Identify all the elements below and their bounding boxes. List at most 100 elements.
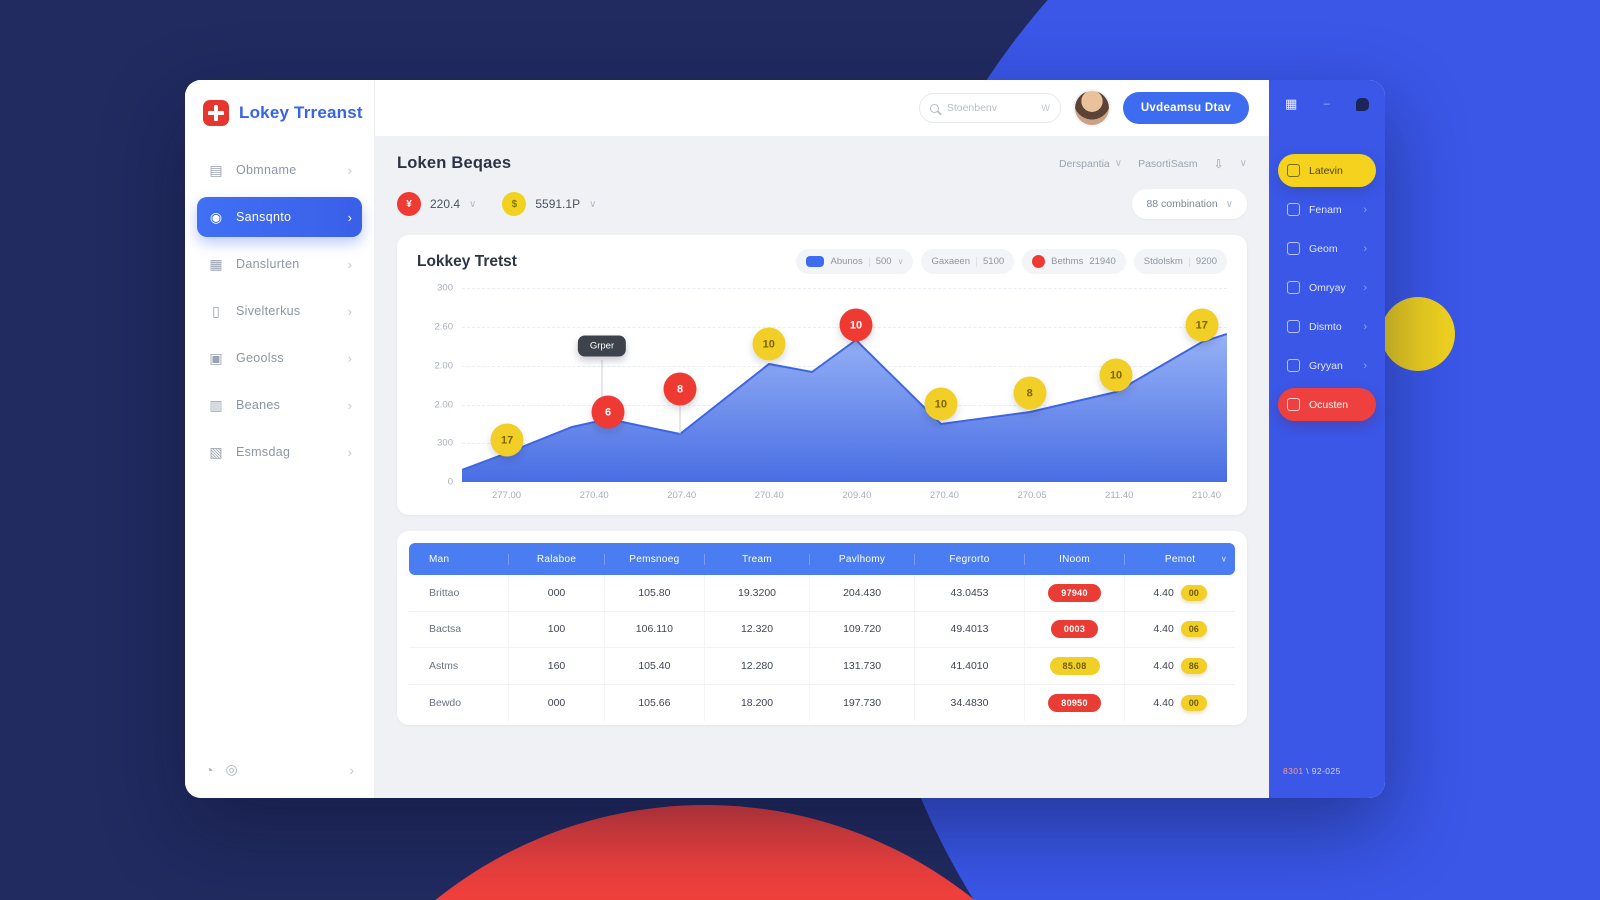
rail-item-omryay[interactable]: Omryay ›: [1278, 271, 1376, 304]
chevron-right-icon: ›: [1363, 242, 1367, 255]
globe-icon[interactable]: ◔: [205, 761, 214, 778]
chevron-right-icon[interactable]: ›: [349, 761, 354, 778]
column-header[interactable]: Tream: [705, 553, 811, 565]
mini-badge: 00: [1180, 584, 1207, 601]
data-point-bubble[interactable]: 10: [1099, 358, 1133, 392]
column-header[interactable]: Pavlhomy: [810, 553, 916, 565]
rail-item-ocusten[interactable]: Ocusten: [1278, 388, 1376, 421]
search-shortcut-hint: W: [1041, 103, 1050, 113]
folder-icon: ▧: [209, 443, 223, 460]
grid-icon[interactable]: ▦: [1285, 96, 1298, 111]
rail-footer-code-left: 8301: [1283, 766, 1304, 776]
filter-dropdown-2[interactable]: PasortiSasm: [1138, 158, 1198, 170]
rail-item-dismto[interactable]: Dismto ›: [1278, 310, 1376, 343]
data-point-bubble[interactable]: 6: [591, 395, 625, 429]
x-axis-tick: 210.40: [1191, 490, 1221, 501]
cell-value: 18.200: [705, 684, 811, 721]
search-input[interactable]: [946, 102, 1034, 114]
cell-value: 4.40: [1153, 696, 1174, 709]
status-badge: 85.08: [1049, 656, 1100, 675]
sidebar-item-esmsdag[interactable]: ▧ Esmsdag ›: [197, 432, 362, 472]
cell-value: 106.110: [605, 611, 706, 647]
chat-icon: [1287, 398, 1300, 411]
left-sidebar: Lokey Trreanst ▤ Obmname › ◉ Sansqnto › …: [185, 80, 375, 798]
cell-value: 49.4013: [915, 611, 1025, 647]
rail-item-label: Gryyan: [1309, 359, 1343, 372]
cell-name: Astms: [409, 648, 510, 684]
chevron-down-icon[interactable]: ∨: [1239, 158, 1247, 169]
legend-item-bethms[interactable]: Bethms 21940: [1022, 249, 1126, 274]
filter-dropdown-1[interactable]: Derspantia ∨: [1059, 158, 1122, 170]
chevron-right-icon: ›: [1363, 203, 1367, 216]
sidebar-item-beanes[interactable]: ▥ Beanes ›: [197, 385, 362, 425]
currency-icon-yellow: $: [502, 192, 527, 216]
mini-badge: 00: [1180, 694, 1207, 711]
notification-icon[interactable]: ◎: [225, 761, 238, 777]
area-chart: 300 2.60 2.00 2.00 300 0: [417, 283, 1227, 505]
currency-dropdown-1[interactable]: ¥ 220.4 ∨: [397, 192, 476, 216]
column-header[interactable]: Pemot ∨: [1164, 553, 1227, 565]
sidebar-item-danslurten[interactable]: ▦ Danslurten ›: [197, 244, 362, 284]
table-header-row: Man Ralaboe Pemsnoeg Tream Pavlhomy Fegr…: [409, 543, 1235, 575]
background-dot-yellow: [1381, 297, 1455, 371]
data-point-bubble[interactable]: 10: [839, 308, 873, 342]
minimize-icon[interactable]: –: [1323, 98, 1330, 110]
data-point-bubble[interactable]: 17: [1185, 308, 1219, 342]
rail-item-label: Ocusten: [1309, 398, 1349, 411]
y-axis-tick: 0: [447, 476, 453, 488]
chart-legend: Abunos 500 ∨ Gaxaeen 5100: [796, 249, 1227, 274]
cell-value: 197.730: [810, 684, 916, 721]
legend-label: Abunos: [830, 256, 863, 267]
table-row[interactable]: Brittao 000 105.80 19.3200 204.430 43.04…: [409, 575, 1235, 612]
data-point-bubble[interactable]: 10: [752, 327, 786, 361]
primary-action-button[interactable]: Uvdeamsu Dtav: [1122, 92, 1249, 124]
image-icon: [1287, 242, 1300, 255]
rail-item-geom[interactable]: Geom ›: [1278, 232, 1376, 265]
data-point-bubble[interactable]: 17: [490, 423, 524, 457]
column-header[interactable]: INoom: [1025, 553, 1126, 565]
x-axis-tick: 207.40: [667, 490, 697, 501]
table-row[interactable]: Bewdo 000 105.66 18.200 197.730 34.4830 …: [409, 684, 1235, 721]
currency-dropdown-2[interactable]: $ 5591.1P ∨: [502, 192, 596, 216]
sidebar-item-sivelterkus[interactable]: ▯ Sivelterkus ›: [197, 291, 362, 331]
legend-item-gaxaeen[interactable]: Gaxaeen 5100: [921, 249, 1015, 274]
column-header[interactable]: Pemsnoeg: [605, 553, 706, 565]
rail-item-latevin[interactable]: Latevin: [1278, 154, 1376, 187]
document-icon: [1287, 320, 1300, 333]
sidebar-item-label: Beanes: [236, 398, 281, 412]
page-filters: Derspantia ∨ PasortiSasm ⇩ ∨: [1059, 157, 1247, 171]
data-point-bubble[interactable]: 10: [924, 387, 958, 421]
theme-icon[interactable]: [1355, 97, 1369, 111]
mini-badge: 06: [1180, 621, 1207, 638]
sidebar-item-obmname[interactable]: ▤ Obmname ›: [197, 150, 362, 190]
legend-item-stdolskm[interactable]: Stdolskm 9200: [1133, 249, 1227, 274]
legend-label: Stdolskm: [1143, 256, 1183, 267]
app-window: Lokey Trreanst ▤ Obmname › ◉ Sansqnto › …: [185, 80, 1385, 798]
table-row[interactable]: Astms 160 105.40 12.280 131.730 41.4010 …: [409, 648, 1235, 685]
rail-toolbar: ▦ –: [1269, 80, 1385, 112]
column-header[interactable]: Fegrorto: [915, 553, 1025, 565]
avatar[interactable]: [1074, 91, 1109, 125]
legend-item-abunos[interactable]: Abunos 500 ∨: [796, 249, 914, 274]
sidebar-item-geoolss[interactable]: ▣ Geoolss ›: [197, 338, 362, 378]
chevron-down-icon: ∨: [589, 198, 597, 210]
cell-value: 4.40: [1153, 586, 1174, 599]
cell-value: 12.280: [705, 648, 811, 684]
data-point-bubble[interactable]: 8: [663, 372, 697, 406]
download-icon[interactable]: ⇩: [1213, 156, 1224, 171]
table-row[interactable]: Bactsa 100 106.110 12.320 109.720 49.401…: [409, 611, 1235, 648]
x-axis-tick: 270.40: [929, 490, 959, 501]
rail-item-fenam[interactable]: Fenam ›: [1278, 193, 1376, 226]
cell-value: 100: [509, 611, 605, 647]
search-input-wrapper[interactable]: W: [918, 93, 1061, 123]
data-point-bubble[interactable]: 8: [1013, 376, 1047, 410]
combination-dropdown[interactable]: 88 combination ∨: [1132, 189, 1247, 219]
column-header[interactable]: Man: [409, 553, 510, 565]
rail-item-gryyan[interactable]: Gryyan ›: [1278, 349, 1376, 382]
cell-value: 19.3200: [705, 575, 811, 611]
column-header[interactable]: Ralaboe: [509, 553, 605, 565]
area-series: [462, 288, 1227, 482]
cell-name: Brittao: [409, 575, 510, 611]
cell-value: 4.40: [1153, 623, 1174, 636]
sidebar-item-sansqnto[interactable]: ◉ Sansqnto ›: [197, 197, 362, 237]
